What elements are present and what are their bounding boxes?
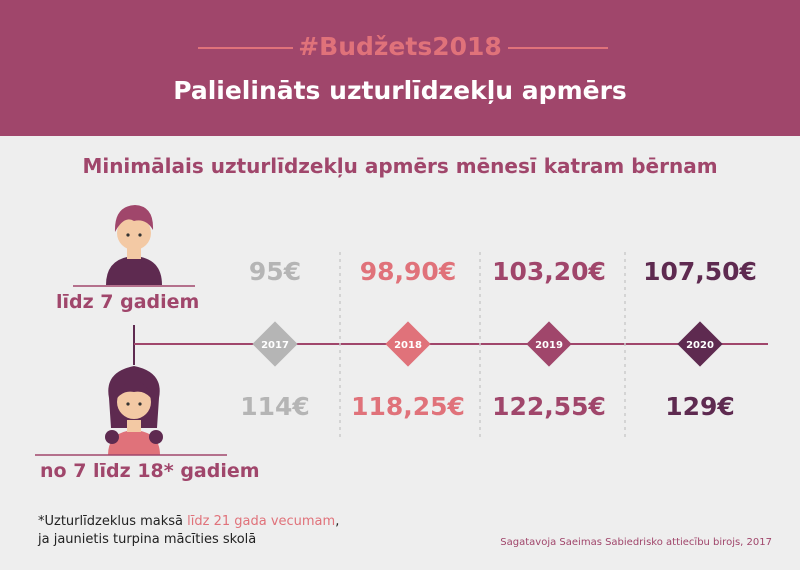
value-label-young: 103,20€ [492, 257, 606, 286]
footnote-prefix: *Uzturlīdzeklus maksā [38, 514, 188, 529]
footnote-highlight: līdz 21 gada vecumam [187, 514, 336, 529]
hashtag: #Budžets2018 [298, 32, 502, 61]
value-label-older: 118,25€ [351, 392, 465, 421]
footnote-suffix: , [335, 514, 340, 529]
boy-icon [106, 205, 162, 285]
value-label-young: 95€ [249, 257, 301, 286]
year-label: 2019 [535, 340, 563, 351]
value-label-older: 122,55€ [492, 392, 606, 421]
footnote-line2: ja jaunietis turpina mācīties skolā [38, 532, 257, 547]
header-banner: #Budžets2018 Palielināts uzturlīdzekļu a… [0, 0, 800, 136]
value-label-young: 98,90€ [360, 257, 456, 286]
value-label-older: 114€ [240, 392, 310, 421]
chart-subtitle: Minimālais uzturlīdzekļu apmērs mēnesī k… [82, 154, 718, 178]
year-label: 2018 [394, 340, 422, 351]
girl-icon [105, 366, 163, 455]
value-label-young: 107,50€ [643, 257, 757, 286]
group-label-young: līdz 7 gadiem [56, 291, 200, 313]
page-title: Palielināts uzturlīdzekļu apmērs [173, 76, 627, 105]
year-label: 2017 [261, 340, 289, 351]
footnote: *Uzturlīdzeklus maksā līdz 21 gada vecum… [38, 513, 339, 549]
hashtag-right-rule [508, 47, 608, 49]
source-credit: Sagatavoja Saeimas Sabiedrisko attiecību… [500, 537, 772, 548]
hashtag-left-rule [198, 47, 293, 49]
group-label-older: no 7 līdz 18* gadiem [40, 460, 260, 482]
value-label-older: 129€ [665, 392, 735, 421]
year-label: 2020 [686, 340, 714, 351]
